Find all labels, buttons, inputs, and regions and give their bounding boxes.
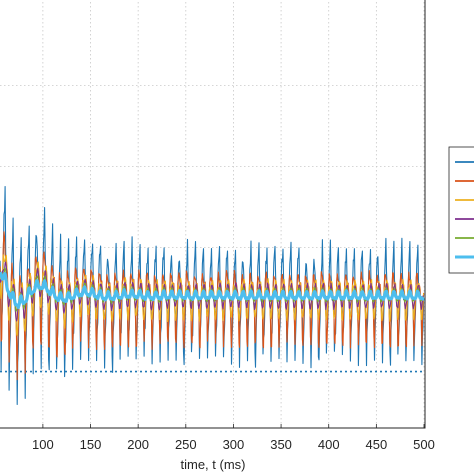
plot-background [0,0,425,428]
x-tick-label: 250 [175,437,197,452]
x-tick-label: 150 [80,437,102,452]
legend-entries [455,161,474,259]
x-tick-label: 500 [413,437,435,452]
x-tick-label: 350 [270,437,292,452]
x-tick-label: 200 [127,437,149,452]
x-tick-label: 400 [318,437,340,452]
x-tick-label: 300 [223,437,245,452]
legend[interactable] [448,146,474,274]
x-ticks: 100 150 200 250 300 350 400 450 500 [32,424,435,452]
series-line [0,271,425,310]
plot-frame [0,0,426,429]
series-layer [0,185,425,406]
x-tick-label: 100 [32,437,54,452]
grid [0,0,425,428]
x-axis-label: time, t (ms) [181,457,246,472]
legend-box [448,146,474,274]
x-tick-label: 450 [366,437,388,452]
